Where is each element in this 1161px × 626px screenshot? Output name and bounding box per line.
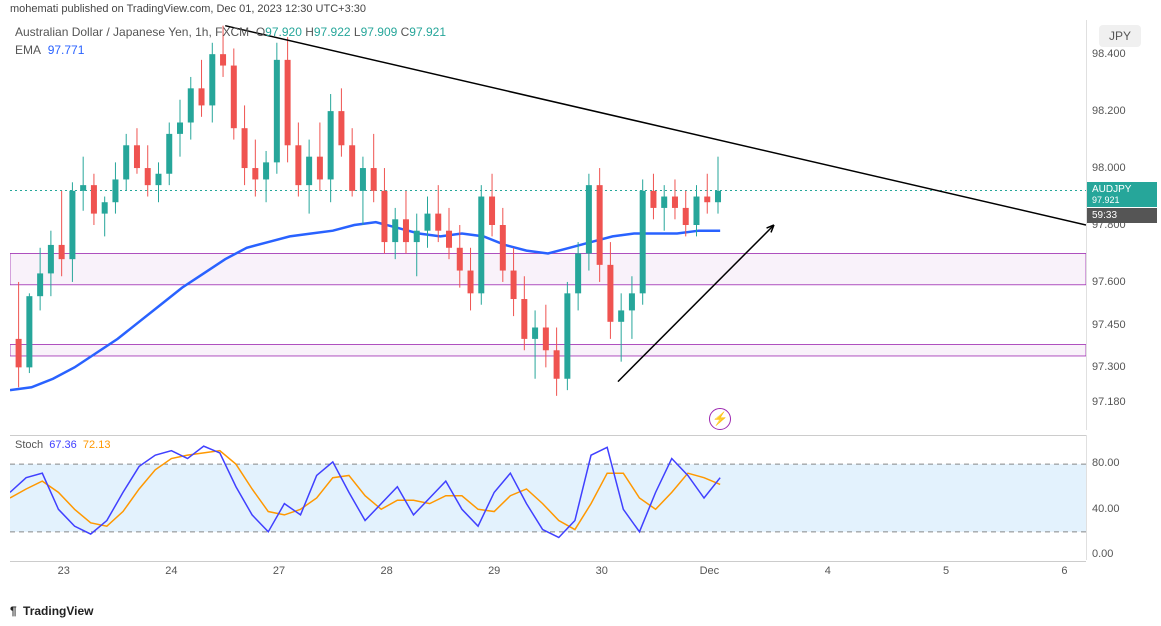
x-tick: 27 — [273, 565, 285, 577]
y-tick: 98.400 — [1092, 48, 1126, 60]
stoch-d-value: 72.13 — [83, 439, 111, 451]
stoch-info: Stoch 67.36 72.13 — [15, 439, 110, 451]
x-tick: 28 — [380, 565, 392, 577]
x-tick: 23 — [58, 565, 70, 577]
stoch-canvas[interactable] — [10, 436, 1086, 560]
ohlc-low: 97.909 — [361, 25, 398, 39]
y-tick: 97.180 — [1092, 396, 1126, 408]
y-tick: 98.200 — [1092, 105, 1126, 117]
countdown-badge: 59:33 — [1087, 208, 1157, 223]
ema-label: EMA — [15, 43, 41, 57]
time-axis[interactable]: 23 24 27 28 29 30 Dec 4 5 6 — [10, 561, 1086, 581]
x-tick: Dec — [700, 565, 720, 577]
x-tick: 4 — [825, 565, 831, 577]
stoch-label: Stoch — [15, 439, 43, 451]
ohlc-high: 97.922 — [314, 25, 351, 39]
x-tick: 29 — [488, 565, 500, 577]
y-tick: 97.600 — [1092, 276, 1126, 288]
symbol-name: Australian Dollar / Japanese Yen — [15, 25, 188, 39]
price-badge: AUDJPY97.921 — [1087, 182, 1157, 207]
chart-canvas[interactable] — [10, 20, 1086, 430]
publish-text: mohemati published on TradingView.com, D… — [10, 3, 366, 15]
x-tick: 6 — [1061, 565, 1067, 577]
ema-indicator-info: EMA 97.771 — [15, 43, 84, 57]
x-tick: 24 — [165, 565, 177, 577]
y-tick: 98.000 — [1092, 162, 1126, 174]
ohlc-open: 97.920 — [265, 25, 302, 39]
publish-header: mohemati published on TradingView.com, D… — [0, 0, 1161, 20]
main-chart[interactable]: Australian Dollar / Japanese Yen, 1h, FX… — [10, 20, 1086, 430]
x-tick: 5 — [943, 565, 949, 577]
snapshot-icon[interactable]: ⚡ — [709, 408, 731, 430]
symbol-info: Australian Dollar / Japanese Yen, 1h, FX… — [15, 25, 446, 39]
y-tick: 97.300 — [1092, 361, 1126, 373]
timeframe: 1h — [195, 25, 208, 39]
brand-name: TradingView — [23, 604, 93, 618]
stoch-axis[interactable]: 80.00 40.00 0.00 — [1086, 435, 1161, 560]
stoch-panel[interactable]: Stoch 67.36 72.13 — [10, 435, 1086, 560]
exchange: FXCM — [215, 25, 249, 39]
currency-badge[interactable]: JPY — [1099, 25, 1141, 47]
brand-footer: ¶ TradingView — [10, 604, 94, 618]
y-tick: 97.450 — [1092, 319, 1126, 331]
ema-value: 97.771 — [48, 43, 85, 57]
stoch-y-tick: 0.00 — [1092, 548, 1113, 560]
ohlc-close: 97.921 — [409, 25, 446, 39]
stoch-k-value: 67.36 — [49, 439, 77, 451]
stoch-y-tick: 40.00 — [1092, 503, 1120, 515]
tradingview-icon: ¶ — [10, 604, 17, 618]
stoch-y-tick: 80.00 — [1092, 457, 1120, 469]
x-tick: 30 — [596, 565, 608, 577]
price-axis[interactable]: JPY 98.40098.20098.00097.80097.60097.450… — [1086, 20, 1161, 430]
